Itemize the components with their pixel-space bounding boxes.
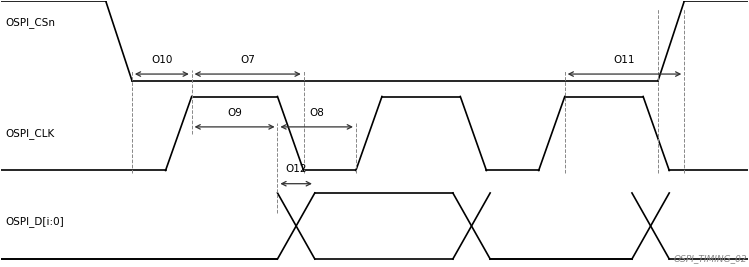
Text: OSPI_CSn: OSPI_CSn: [5, 17, 55, 28]
Text: O12: O12: [285, 164, 307, 174]
Text: OSPI_D[i:0]: OSPI_D[i:0]: [5, 217, 64, 227]
Text: O11: O11: [613, 55, 635, 65]
Text: O9: O9: [227, 108, 242, 118]
Text: OSPI_TIMING_02: OSPI_TIMING_02: [673, 254, 747, 263]
Text: O10: O10: [151, 55, 172, 65]
Text: O8: O8: [309, 108, 324, 118]
Text: O7: O7: [240, 55, 255, 65]
Text: OSPI_CLK: OSPI_CLK: [5, 128, 55, 139]
